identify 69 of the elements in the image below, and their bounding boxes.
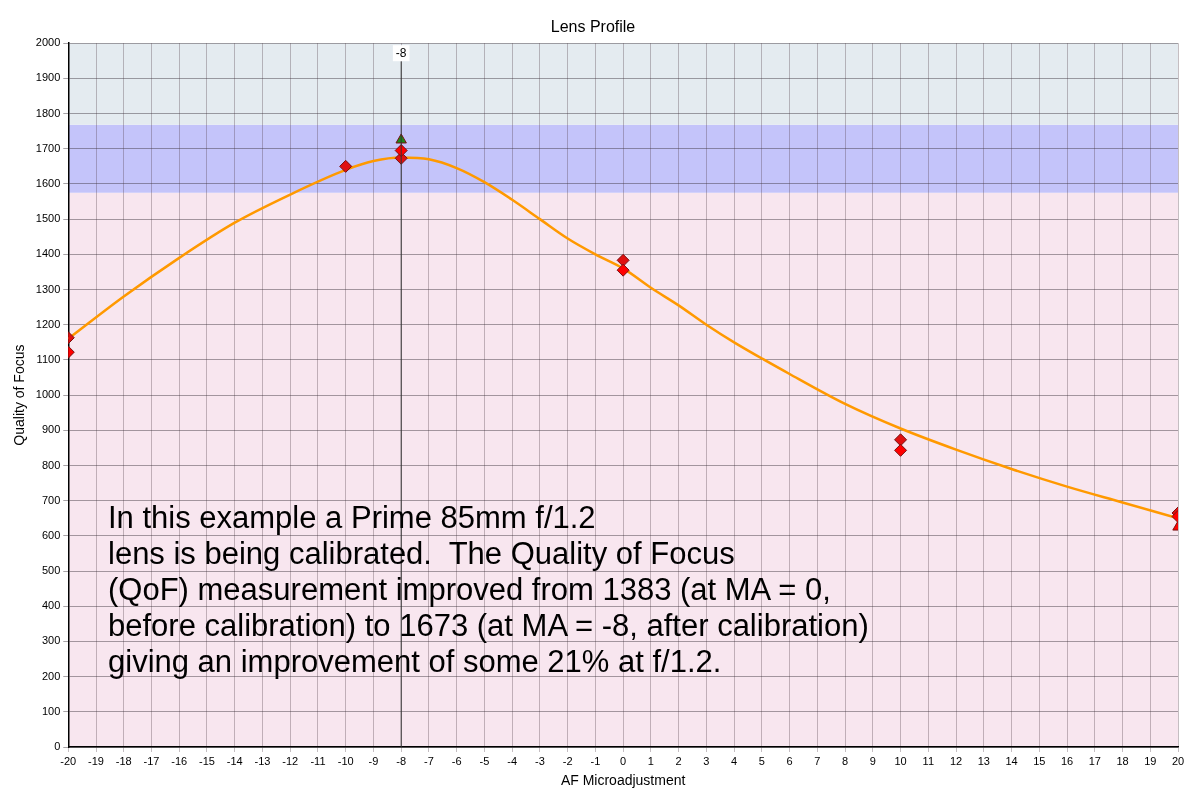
y-tick-label: 700 — [41, 493, 61, 506]
y-tick-label: 200 — [41, 669, 61, 682]
y-tick-label: 0 — [54, 740, 61, 753]
x-tick-label: -1 — [590, 754, 601, 767]
x-tick-label: 19 — [1144, 754, 1157, 767]
x-tick-label: 10 — [894, 754, 907, 767]
x-tick-label: -4 — [507, 754, 518, 767]
y-axis-title: Quality of Focus — [11, 344, 28, 446]
x-tick-label: -3 — [535, 754, 545, 767]
x-tick-label: -15 — [199, 754, 215, 767]
x-tick-label: -8 — [396, 754, 407, 767]
x-tick-label: 14 — [1005, 754, 1018, 767]
point — [616, 253, 630, 267]
y-tick-label: 1800 — [35, 106, 61, 119]
x-tick-label: -14 — [226, 754, 243, 767]
x-tick-label: 11 — [922, 754, 935, 767]
y-tick-label: 1200 — [35, 317, 61, 330]
x-tick-label: -10 — [337, 754, 354, 767]
y-tick-label: 300 — [41, 634, 61, 647]
chart-title: Lens Profile — [550, 18, 636, 36]
y-tick-label: 1100 — [36, 352, 61, 365]
y-tick-label: 100 — [41, 704, 61, 717]
x-tick-label: -5 — [479, 754, 490, 767]
x-tick-label: 13 — [977, 754, 990, 767]
y-tick-label: 600 — [41, 528, 61, 541]
x-tick-label: -11 — [310, 754, 326, 767]
y-tick-label: 1900 — [35, 71, 61, 84]
y-tick-label: 500 — [41, 564, 61, 577]
y-tick-label: 400 — [41, 599, 61, 612]
x-tick-label: 16 — [1060, 754, 1074, 767]
y-tick-label: 1300 — [35, 282, 61, 295]
x-tick-label: 12 — [949, 754, 963, 767]
ref-line-label: -8 — [395, 45, 407, 60]
x-tick-label: 4 — [731, 754, 738, 767]
x-tick-label: 2 — [675, 754, 682, 767]
y-tick-label: 2000 — [35, 36, 61, 49]
x-tick-label: 0 — [620, 754, 627, 767]
y-tick-label: 900 — [41, 423, 61, 436]
x-tick-label: -6 — [451, 754, 462, 767]
x-tick-label: 9 — [869, 754, 876, 767]
x-tick-label: -12 — [282, 754, 299, 767]
y-tick-label: 1400 — [35, 247, 61, 260]
x-tick-label: -2 — [562, 754, 573, 767]
x-tick-label: -7 — [424, 754, 434, 767]
x-tick-label: 5 — [758, 754, 765, 767]
x-tick-label: 18 — [1116, 754, 1129, 767]
x-tick-label: 17 — [1088, 754, 1101, 767]
y-tick-label: 1500 — [35, 212, 61, 225]
y-tick-label: 800 — [41, 458, 61, 471]
x-tick-label: 6 — [786, 754, 793, 767]
x-tick-label: 1 — [647, 754, 654, 767]
point — [616, 263, 630, 277]
x-tick-label: -9 — [368, 754, 379, 767]
x-tick-label: 3 — [703, 754, 710, 767]
x-tick-label: -16 — [171, 754, 188, 767]
x-tick-label: -13 — [254, 754, 271, 767]
x-tick-label: 8 — [842, 754, 849, 767]
x-tick-label: 15 — [1033, 754, 1046, 767]
x-tick-label: -20 — [60, 754, 77, 767]
x-tick-label: 7 — [814, 754, 821, 767]
x-tick-label: -19 — [88, 754, 104, 767]
point — [339, 159, 353, 173]
x-tick-label: 20 — [1171, 754, 1185, 767]
x-tick-label: -18 — [115, 754, 132, 767]
x-tick-label: -17 — [143, 754, 160, 767]
y-tick-label: 1000 — [35, 388, 61, 401]
y-tick-label: 1600 — [35, 176, 61, 189]
y-tick-label: 1700 — [35, 141, 61, 154]
x-axis-title: AF Microadjustment — [560, 772, 686, 789]
